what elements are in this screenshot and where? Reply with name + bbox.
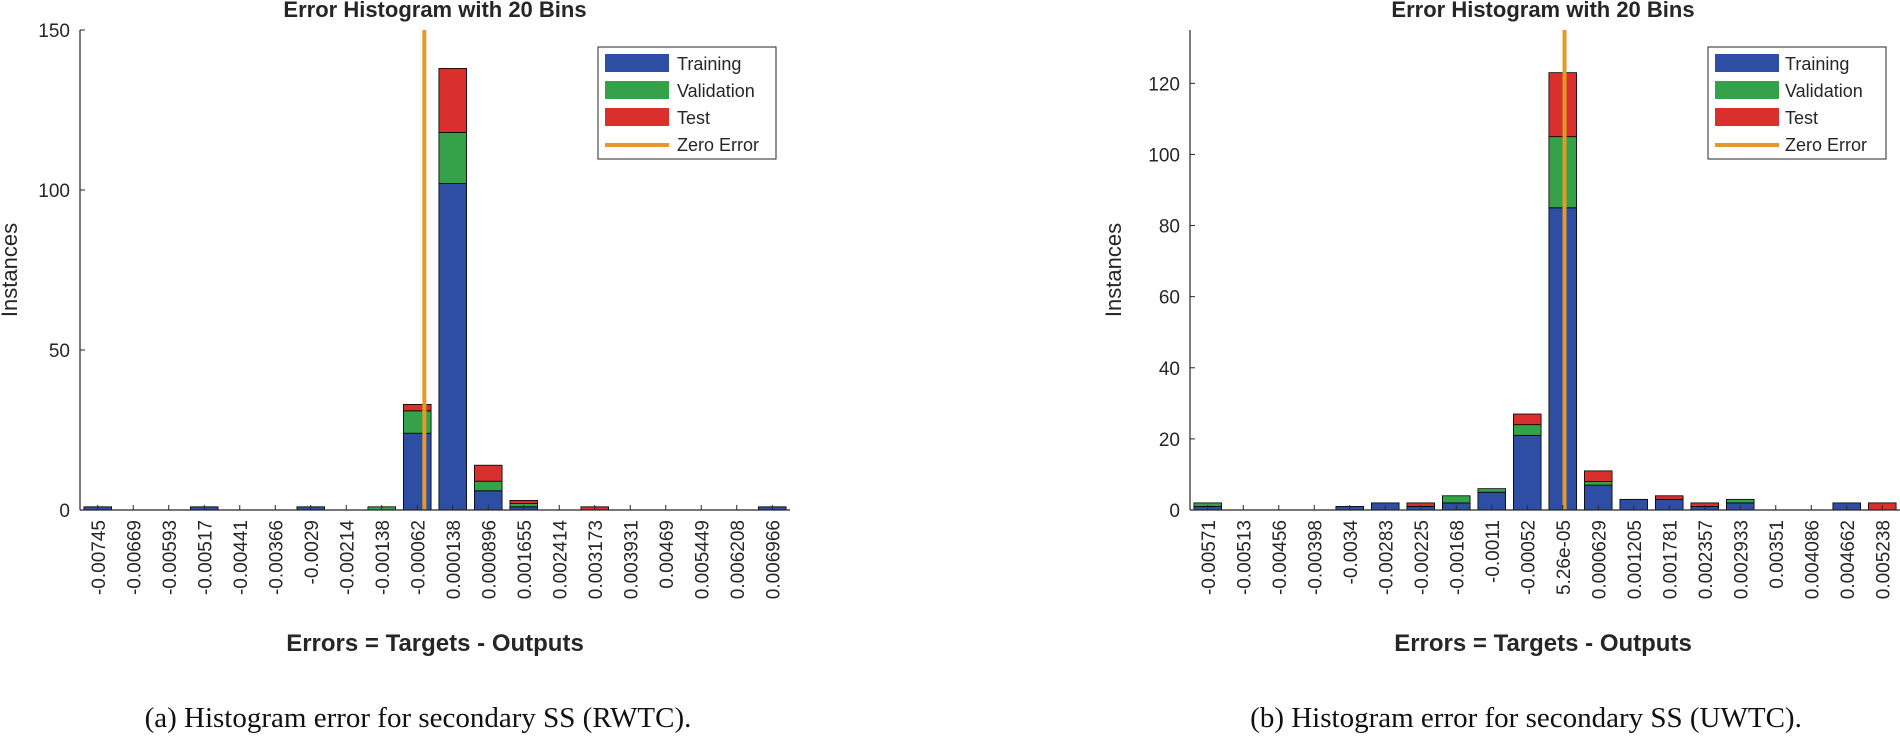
bar-test-11 <box>1584 470 1613 482</box>
x-tick-label: 0.000138 <box>444 520 465 599</box>
x-tick-label: 0.002357 <box>1696 520 1717 599</box>
x-tick-label: -0.00517 <box>195 520 216 595</box>
legend-swatch-validation <box>1715 81 1779 99</box>
y-tick-label: 40 <box>1159 359 1180 380</box>
x-tick-label: -0.00513 <box>1234 520 1255 595</box>
x-axis-label: Errors = Targets - Outputs <box>286 630 584 657</box>
x-tick-label: 0.006966 <box>763 520 784 599</box>
x-tick-label: -0.00745 <box>89 520 110 595</box>
x-tick-label: -0.0029 <box>302 520 323 584</box>
legend-swatch-test <box>1715 108 1779 126</box>
bar-test-11 <box>474 464 503 482</box>
legend-swatch-test <box>605 108 669 126</box>
bar-validation-11 <box>474 480 503 492</box>
y-tick-label: 150 <box>38 21 70 42</box>
x-tick-label: -0.00283 <box>1376 520 1397 595</box>
x-tick-label: 0.000629 <box>1589 520 1610 599</box>
bar-validation-9 <box>1513 424 1542 436</box>
x-tick-label: 0.001655 <box>515 520 536 599</box>
x-tick-label: 0.000896 <box>479 520 500 599</box>
x-tick-label: 5.26e-05 <box>1554 520 1575 595</box>
legend-swatch-training <box>1715 54 1779 72</box>
histogram-panel-b: Error Histogram with 20 Bins Instances E… <box>1101 0 1900 734</box>
x-tick-label: 0.002933 <box>1731 520 1752 599</box>
x-tick-label: 0.004086 <box>1802 520 1823 599</box>
y-tick-label: 60 <box>1159 288 1180 309</box>
bar-training-9 <box>403 432 432 511</box>
bar-test-13 <box>1655 495 1684 500</box>
x-tick-label: -0.00571 <box>1199 520 1220 595</box>
y-tick-label: 50 <box>49 341 70 362</box>
legend-label-zero-error: Zero Error <box>677 135 759 155</box>
bar-validation-9 <box>403 410 432 434</box>
x-tick-label: 0.003173 <box>586 520 607 599</box>
caption-b: (b) Histogram error for secondary SS (UW… <box>1250 702 1802 734</box>
y-tick-label: 100 <box>1148 145 1180 166</box>
x-tick-label: -0.00398 <box>1305 520 1326 595</box>
y-tick-label: 0 <box>1169 501 1180 522</box>
caption-a: (a) Histogram error for secondary SS (RW… <box>145 702 692 734</box>
y-tick-label: 20 <box>1159 430 1180 451</box>
x-axis-label: Errors = Targets - Outputs <box>1394 630 1692 657</box>
legend-swatch-validation <box>605 81 669 99</box>
y-tick-label: 0 <box>59 501 70 522</box>
bar-validation-15 <box>1726 498 1755 504</box>
x-tick-label: 0.004662 <box>1838 520 1859 599</box>
x-tick-label: 0.001205 <box>1625 520 1646 599</box>
y-axis-label: Instances <box>0 223 22 317</box>
x-tick-label: 0.003931 <box>621 520 642 599</box>
x-tick-label: -0.0034 <box>1341 520 1362 585</box>
legend: Training Validation Test Zero Error <box>1707 46 1887 160</box>
x-tick-label: -0.00052 <box>1518 520 1539 595</box>
x-tick-label: -0.00225 <box>1412 520 1433 595</box>
bar-validation-10 <box>438 131 467 184</box>
x-tick-label: 0.006208 <box>728 520 749 599</box>
x-tick-label: -0.00138 <box>373 520 394 595</box>
bar-test-12 <box>509 499 538 504</box>
legend-swatch-training <box>605 54 669 72</box>
x-tick-label: 0.005238 <box>1873 520 1894 599</box>
legend-label-training: Training <box>677 54 741 74</box>
x-tick-label: -0.00062 <box>408 520 429 595</box>
bar-validation-8 <box>1477 488 1506 493</box>
bar-validation-7 <box>1442 495 1471 504</box>
legend-label-zero-error: Zero Error <box>1785 135 1867 155</box>
x-tick-label: 0.00469 <box>657 520 678 589</box>
legend: Training Validation Test Zero Error <box>597 46 777 160</box>
x-tick-label: 0.002414 <box>550 520 571 600</box>
bar-test-9 <box>1513 413 1542 426</box>
x-tick-label: -0.00168 <box>1447 520 1468 595</box>
histogram-panel-a: Error Histogram with 20 Bins Instances E… <box>0 0 790 734</box>
x-tick-label: -0.00366 <box>266 520 287 595</box>
legend-label-validation: Validation <box>677 81 755 101</box>
bar-training-10 <box>438 183 467 511</box>
chart-title: Error Histogram with 20 Bins <box>283 0 586 22</box>
y-axis-label: Instances <box>1101 223 1126 317</box>
x-tick-label: -0.00669 <box>124 520 145 595</box>
x-tick-label: 0.00351 <box>1767 520 1788 589</box>
y-tick-label: 100 <box>38 181 70 202</box>
legend-label-validation: Validation <box>1785 81 1863 101</box>
legend-label-training: Training <box>1785 54 1849 74</box>
bar-training-9 <box>1513 434 1542 511</box>
x-tick-label: -0.0011 <box>1483 520 1504 583</box>
x-tick-label: -0.00441 <box>231 520 252 595</box>
bar-test-10 <box>438 68 467 133</box>
bar-test-9 <box>403 403 432 412</box>
x-tick-label: -0.00456 <box>1270 520 1291 595</box>
y-tick-label: 80 <box>1159 217 1180 238</box>
x-tick-label: 0.005449 <box>692 520 713 599</box>
x-tick-label: -0.00214 <box>337 520 358 595</box>
x-tick-label: 0.001781 <box>1660 520 1681 599</box>
x-tick-label: -0.00593 <box>160 520 181 595</box>
legend-label-test: Test <box>677 108 710 128</box>
y-tick-label: 120 <box>1148 74 1180 95</box>
chart-title: Error Histogram with 20 Bins <box>1391 0 1694 22</box>
bar-validation-11 <box>1584 481 1613 486</box>
legend-label-test: Test <box>1785 108 1818 128</box>
